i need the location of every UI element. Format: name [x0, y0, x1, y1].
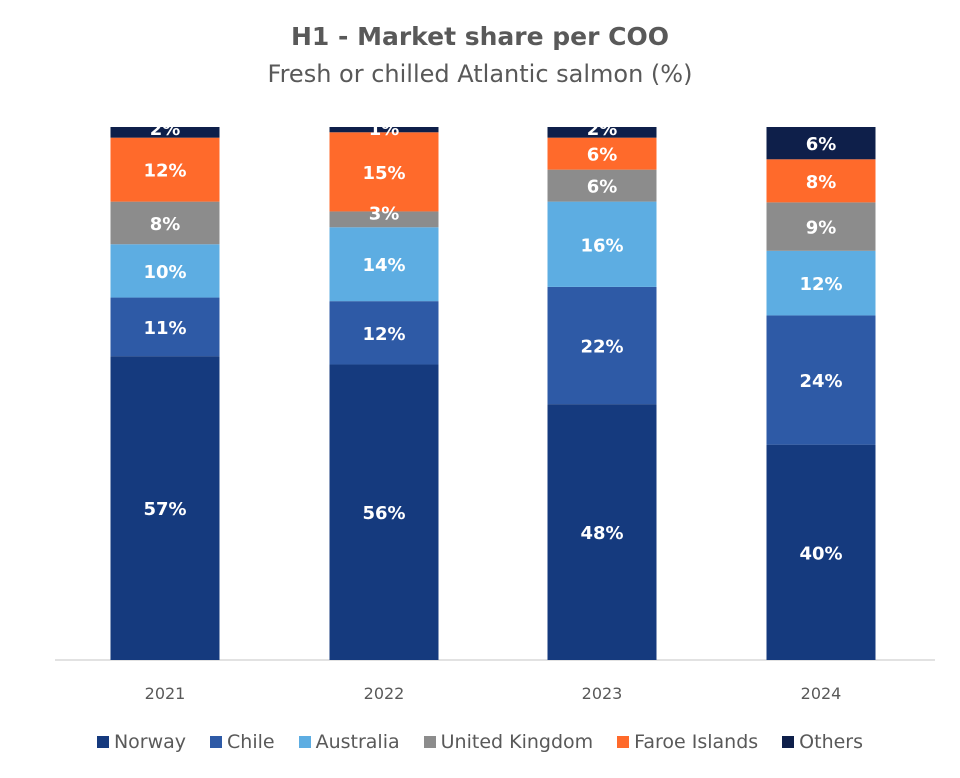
bar-segment-chile-2022: [329, 301, 439, 365]
bar-segment-norway-2021: [110, 356, 220, 660]
bar-segment-others-2023: [547, 127, 657, 138]
legend-swatch: [617, 736, 630, 748]
bar-segment-united-kingdom-2021: [110, 201, 220, 245]
bar-segment-australia-2024: [766, 250, 876, 316]
legend-label: Chile: [227, 731, 275, 753]
data-label: 22%: [580, 337, 623, 358]
data-label: 6%: [806, 134, 837, 155]
data-label: 57%: [143, 499, 186, 520]
data-label: 56%: [362, 503, 405, 524]
legend-item-faroe-islands: Faroe Islands: [617, 731, 758, 753]
chart-title: H1 - Market share per COO: [290, 22, 669, 51]
bar-segment-others-2022: [329, 127, 439, 133]
data-label: 1%: [369, 119, 400, 140]
data-label: 9%: [806, 218, 837, 239]
data-label: 2%: [587, 119, 618, 140]
bar-segment-chile-2021: [110, 297, 220, 357]
data-label: 48%: [580, 523, 623, 544]
bar-segment-others-2021: [110, 127, 220, 138]
x-tick-label: 2021: [145, 684, 186, 703]
bar-segment-united-kingdom-2024: [766, 202, 876, 251]
data-label: 6%: [587, 145, 618, 166]
legend-swatch: [298, 736, 311, 748]
legend-item-chile: Chile: [210, 731, 275, 753]
data-label: 6%: [587, 177, 618, 198]
data-label: 3%: [369, 203, 400, 224]
legend-swatch: [423, 736, 436, 748]
legend-label: Norway: [113, 731, 187, 753]
bar-segment-united-kingdom-2023: [547, 169, 657, 202]
bar-segment-norway-2024: [766, 444, 876, 660]
bar-segment-norway-2023: [547, 404, 657, 660]
legend-item-australia: Australia: [298, 731, 400, 753]
data-label: 15%: [362, 163, 405, 184]
legend-item-others: Others: [782, 731, 863, 753]
chart-subtitle: Fresh or chilled Atlantic salmon (%): [267, 60, 693, 88]
legend-label: United Kingdom: [440, 731, 594, 753]
bar-segment-faroe-islands-2024: [766, 159, 876, 203]
data-label: 11%: [143, 318, 186, 339]
x-tick-label: 2022: [364, 684, 405, 703]
bar-segment-australia-2021: [110, 244, 220, 298]
legend-label: Australia: [315, 731, 400, 753]
x-tick-label: 2023: [582, 684, 623, 703]
bar-segment-australia-2022: [329, 227, 439, 302]
data-label: 12%: [143, 161, 186, 182]
chart-legend: Norway Chile Australia United Kingdom Faroe …: [0, 731, 960, 753]
legend-item-united-kingdom: United Kingdom: [423, 731, 594, 753]
data-label: 10%: [143, 262, 186, 283]
bar-segment-australia-2023: [547, 201, 657, 287]
data-label: 16%: [580, 235, 623, 256]
bar-segment-faroe-islands-2022: [329, 132, 439, 212]
bar-segment-faroe-islands-2021: [110, 137, 220, 202]
bar-segment-norway-2022: [329, 364, 439, 660]
data-label: 24%: [799, 371, 842, 392]
data-label: 8%: [150, 214, 181, 235]
data-label: 40%: [799, 543, 842, 564]
data-label: 12%: [799, 274, 842, 295]
bar-segment-others-2024: [766, 127, 876, 160]
bar-segment-faroe-islands-2023: [547, 137, 657, 170]
x-tick-label: 2024: [801, 684, 842, 703]
legend-swatch: [96, 736, 109, 748]
bar-segment-chile-2024: [766, 315, 876, 445]
legend-swatch: [782, 736, 795, 748]
legend-label: Others: [799, 731, 864, 753]
legend-label: Faroe Islands: [634, 731, 759, 753]
bar-segment-united-kingdom-2022: [329, 211, 439, 228]
data-label: 2%: [150, 119, 181, 140]
legend-swatch: [210, 736, 223, 748]
data-label: 12%: [362, 324, 405, 345]
data-label: 14%: [362, 255, 405, 276]
data-label: 8%: [806, 172, 837, 193]
legend-item-norway: Norway: [96, 731, 187, 753]
bar-segment-chile-2023: [547, 286, 657, 405]
